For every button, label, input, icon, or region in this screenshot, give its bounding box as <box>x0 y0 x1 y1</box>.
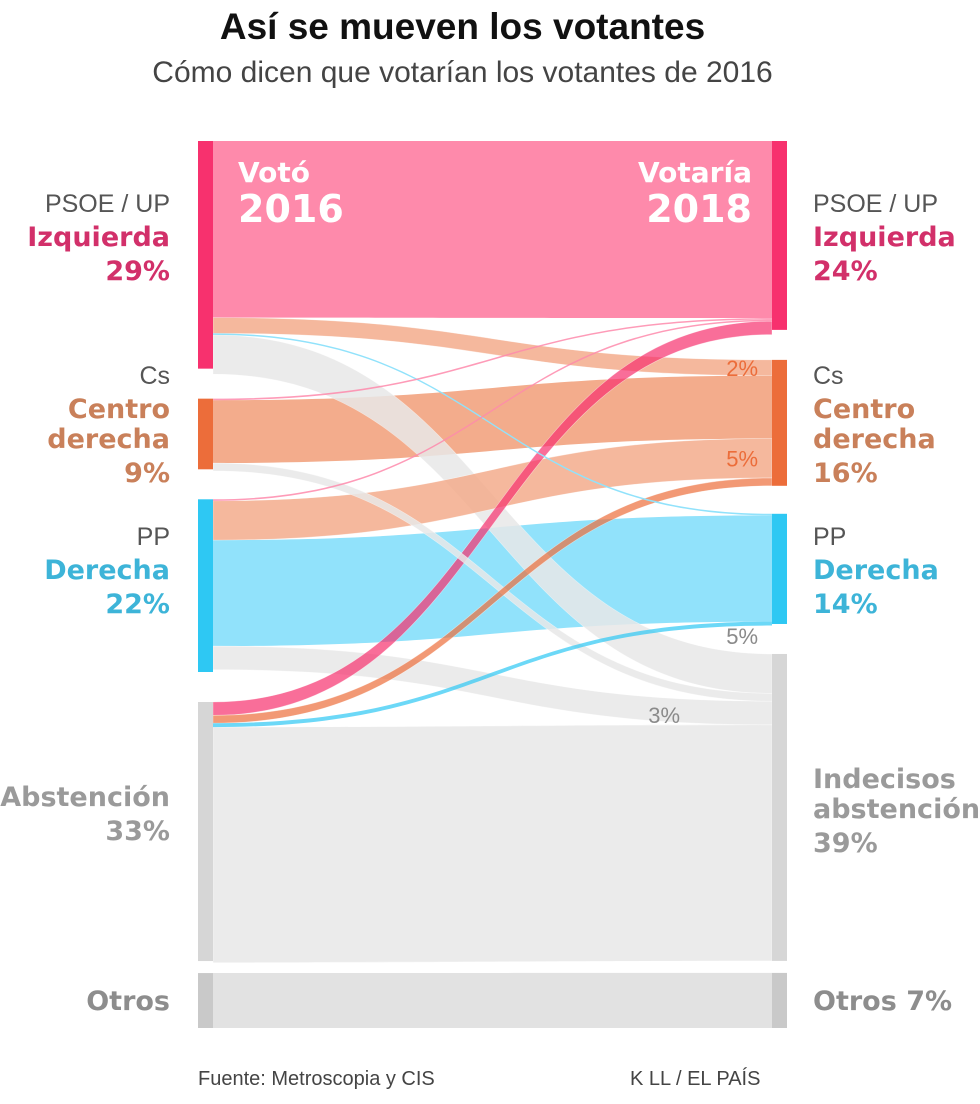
left-bar-abs <box>198 702 213 962</box>
chart-title: Así se mueven los votantes <box>219 6 706 47</box>
left-header-line1: Votó <box>238 156 310 189</box>
left-party-der: PP <box>137 523 170 551</box>
right-bar-cen <box>772 359 787 486</box>
left-pct-abs: 33% <box>105 816 170 847</box>
left-pct-der: 22% <box>105 589 170 620</box>
left-name-cen-0: Centro <box>68 394 170 425</box>
right-pct-cen: 16% <box>813 458 878 489</box>
right-bar-der <box>772 513 787 624</box>
right-party-cen: Cs <box>813 362 844 390</box>
right-pct-der: 14% <box>813 589 878 620</box>
left-bar-otr <box>198 973 213 1028</box>
left-pct-cen: 9% <box>124 458 170 489</box>
left-party-cen: Cs <box>139 362 170 390</box>
flow-abs-to-ind <box>212 724 773 963</box>
left-name-otr-0: Otros <box>86 986 170 1017</box>
flow-otr-to-otr <box>213 972 772 1028</box>
flow-izq-to-izq <box>213 141 772 319</box>
flow-label-der-cen: 5% <box>726 446 758 471</box>
left-name-der-0: Derecha <box>44 555 170 586</box>
right-bar-izq <box>772 141 787 330</box>
left-name-cen-1: derecha <box>47 424 170 455</box>
flow-cen-to-izq <box>213 318 772 401</box>
flow-label-der-ind: 3% <box>648 703 680 728</box>
flow-label-izq-ind: 5% <box>726 624 758 649</box>
left-name-izq-0: Izquierda <box>27 222 170 253</box>
right-bar-otr <box>772 972 787 1028</box>
right-pct-izq: 24% <box>813 256 878 287</box>
right-party-der: PP <box>813 523 846 551</box>
flow-abs-to-izq <box>212 320 773 716</box>
credit-note: K LL / EL PAÍS <box>630 1068 761 1090</box>
chart-subtitle: Cómo dicen que votarían los votantes de … <box>152 56 773 89</box>
left-bar-cen <box>198 398 213 470</box>
right-name-ind-1: abstención <box>813 794 980 825</box>
right-pct-ind: 39% <box>813 828 878 859</box>
left-party-izq: PSOE / UP <box>45 190 170 218</box>
right-header-line1: Votaría <box>638 156 752 189</box>
left-name-abs-0: Abstención <box>0 782 170 813</box>
right-party-izq: PSOE / UP <box>813 190 938 218</box>
right-name-ind-0: Indecisos <box>813 764 956 795</box>
right-name-otr-0: Otros 7% <box>813 986 952 1017</box>
right-header-line2: 2018 <box>646 187 752 231</box>
flow-izq-to-der <box>213 333 772 516</box>
left-pct-izq: 29% <box>105 256 170 287</box>
right-name-cen-1: derecha <box>813 424 936 455</box>
left-bar-izq <box>198 141 213 369</box>
flow-label-izq-cen: 2% <box>726 356 758 381</box>
flow-abs-to-der <box>213 621 772 728</box>
left-bar-der <box>198 499 213 672</box>
right-name-izq-0: Izquierda <box>813 222 956 253</box>
flows-layer <box>212 141 773 1028</box>
left-header-line2: 2016 <box>238 187 344 231</box>
right-name-cen-0: Centro <box>813 394 915 425</box>
source-note: Fuente: Metroscopia y CIS <box>198 1068 435 1090</box>
flow-der-to-izq <box>213 319 772 501</box>
flow-cen-to-cen <box>213 375 772 464</box>
bars-layer <box>198 141 787 1028</box>
right-name-der-0: Derecha <box>813 555 939 586</box>
right-bar-ind <box>772 653 787 961</box>
